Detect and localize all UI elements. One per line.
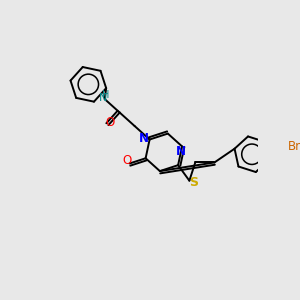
Text: N: N (139, 132, 149, 145)
Text: N: N (176, 145, 186, 158)
Text: N: N (99, 93, 108, 103)
Text: H: H (102, 89, 110, 100)
Text: S: S (189, 176, 198, 189)
Text: O: O (105, 116, 114, 128)
Text: O: O (122, 154, 131, 167)
Text: Br: Br (288, 140, 300, 153)
